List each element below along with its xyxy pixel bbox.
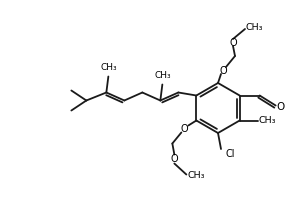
Text: O: O xyxy=(229,38,237,48)
Text: CH₃: CH₃ xyxy=(246,24,264,32)
Text: CH₃: CH₃ xyxy=(154,70,171,79)
Text: Cl: Cl xyxy=(226,149,235,159)
Text: O: O xyxy=(277,103,285,113)
Text: CH₃: CH₃ xyxy=(187,171,205,180)
Text: O: O xyxy=(181,124,188,133)
Text: CH₃: CH₃ xyxy=(100,62,117,71)
Text: CH₃: CH₃ xyxy=(259,116,276,125)
Text: O: O xyxy=(219,66,227,76)
Text: O: O xyxy=(170,154,178,165)
